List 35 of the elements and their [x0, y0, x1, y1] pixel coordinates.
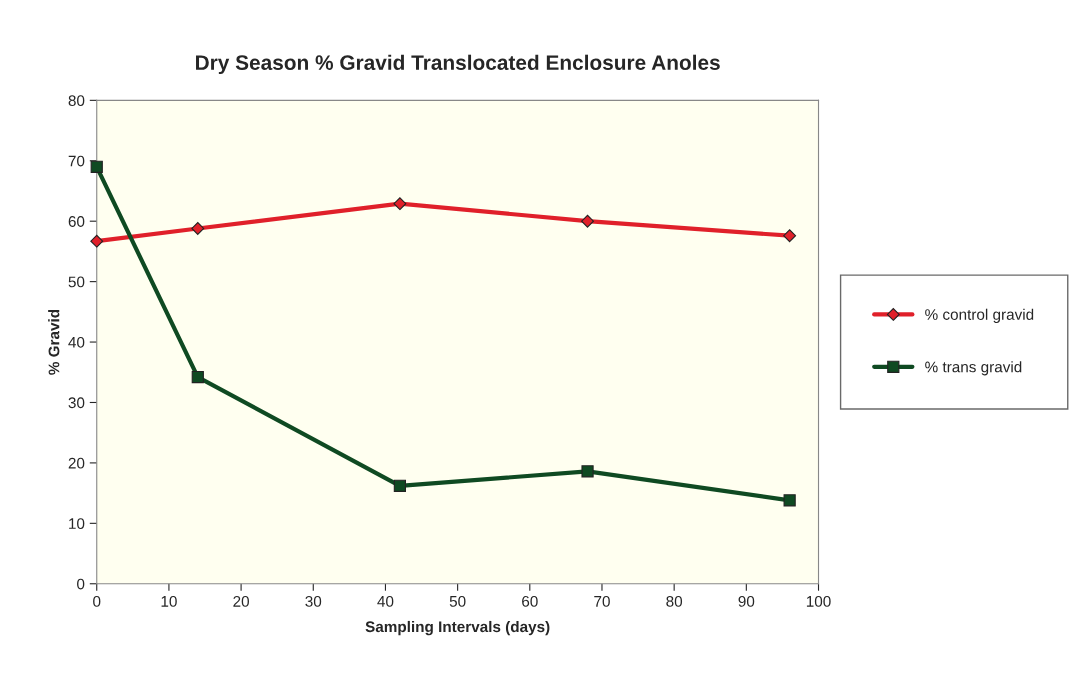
point [191, 370, 204, 384]
x-tick-label: 60 [522, 595, 538, 607]
x-tick-label: 10 [161, 595, 177, 607]
x-tick-label: 0 [93, 595, 101, 607]
y-axis-title: % Gravid [48, 309, 60, 375]
x-tick-label: 20 [233, 595, 249, 607]
x-axis-title: Sampling Intervals (days) [365, 620, 550, 636]
y-tick-label: 40 [68, 336, 85, 348]
point [581, 214, 594, 228]
legend-label: % trans gravid [925, 361, 1022, 376]
x-tick-label: 50 [449, 595, 466, 607]
y-tick-label: 30 [68, 397, 85, 409]
y-tick-label: 0 [77, 578, 85, 590]
legend-label: % control gravid [925, 308, 1034, 323]
chart-title: Dry Season % Gravid Translocated Enclosure Anoles [196, 54, 720, 75]
point [393, 197, 407, 211]
point [90, 234, 104, 248]
point [191, 222, 205, 235]
point [581, 465, 594, 478]
x-tick-label: 80 [666, 595, 683, 607]
y-tick-label: 20 [68, 457, 85, 469]
y-tick-label: 80 [68, 95, 85, 107]
x-tick-label: 40 [377, 595, 394, 607]
y-tick-label: 70 [68, 155, 85, 167]
point [783, 229, 797, 243]
y-tick-label: 50 [68, 276, 85, 288]
point [393, 479, 406, 492]
y-tick-label: 10 [69, 518, 85, 530]
x-tick-label: 100 [806, 595, 831, 607]
point [783, 494, 796, 507]
x-tick-label: 70 [594, 595, 610, 607]
y-tick-label: 60 [68, 216, 85, 227]
x-tick-label: 30 [305, 595, 322, 607]
point [90, 160, 103, 173]
x-tick-label: 90 [738, 595, 755, 607]
